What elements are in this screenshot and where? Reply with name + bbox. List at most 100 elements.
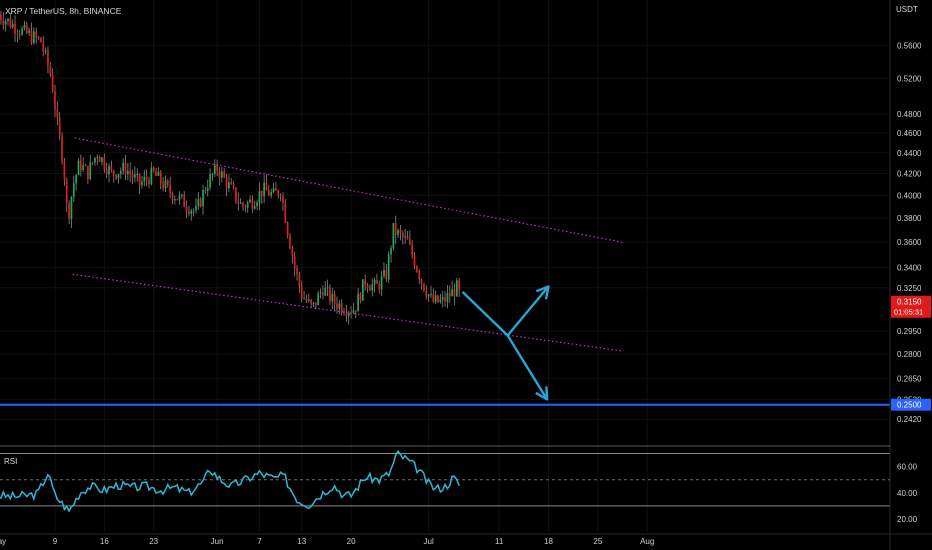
candle-74 [171, 191, 174, 205]
candle-body [258, 190, 261, 203]
candle-body [319, 292, 322, 294]
candle-body [244, 206, 247, 208]
candle-body [345, 313, 348, 317]
candle-180 [420, 278, 423, 290]
candle-body [108, 166, 110, 175]
candle-body [91, 162, 94, 164]
candle-body [242, 202, 244, 207]
candle-body [293, 256, 296, 269]
candle-body [446, 293, 449, 302]
candle-body [352, 310, 355, 313]
candle-149 [347, 310, 350, 325]
candle-32 [72, 175, 75, 203]
x-tick-label-4: Jun [211, 537, 224, 546]
candle-10 [21, 25, 23, 37]
candle-body [284, 202, 287, 223]
candle-90 [209, 168, 211, 191]
candle-143 [333, 290, 336, 311]
candle-181 [423, 282, 425, 293]
candle-body [376, 280, 378, 284]
candle-body [7, 18, 9, 21]
candle-101 [235, 186, 237, 205]
candle-179 [418, 269, 421, 284]
candle-146 [340, 299, 343, 316]
candle-body [458, 280, 461, 292]
candle-11 [23, 20, 26, 31]
candle-body [23, 24, 26, 29]
candle-42 [96, 154, 99, 165]
candle-47 [108, 163, 110, 183]
candle-170 [397, 228, 399, 239]
candle-156 [364, 274, 367, 291]
x-tick-label-5: 7 [257, 537, 262, 546]
candles [0, 10, 461, 325]
candle-body [190, 210, 193, 214]
candle-body [119, 170, 122, 174]
candle-body [232, 184, 235, 188]
candle-body [56, 109, 59, 118]
candle-body [383, 270, 385, 277]
projection-arrowhead-0 [535, 285, 550, 300]
y-tick-label-11: 0.2950 [897, 327, 922, 336]
candle-body [256, 202, 258, 207]
candle-body [246, 202, 249, 208]
candle-body [126, 170, 129, 175]
candle-body [37, 37, 40, 39]
candle-body [329, 286, 331, 302]
candle-81 [188, 205, 190, 217]
candle-body [420, 279, 423, 284]
candle-61 [141, 175, 143, 189]
candle-body [79, 160, 82, 171]
candle-115 [267, 185, 270, 197]
candle-35 [79, 154, 82, 177]
candle-body [432, 294, 435, 302]
candle-body [336, 303, 338, 309]
candle-8 [16, 29, 19, 43]
candle-body [89, 162, 92, 180]
candle-102 [237, 192, 240, 211]
candle-body [4, 20, 7, 25]
candle-144 [336, 296, 338, 314]
x-tick-label-2: 16 [100, 537, 109, 546]
candle-176 [411, 240, 414, 259]
candle-body [77, 160, 80, 176]
candle-body [32, 31, 35, 43]
candle-19 [42, 36, 45, 57]
candle-body [70, 196, 73, 219]
candle-body [98, 157, 101, 162]
candle-body [65, 179, 68, 204]
candle-body [183, 194, 186, 208]
candle-body [138, 173, 141, 186]
candle-body [406, 236, 409, 240]
candle-body [253, 206, 256, 209]
y-tick-label-1: 0.5200 [897, 74, 922, 83]
candle-body [228, 182, 230, 189]
candle-127 [296, 265, 298, 281]
candle-body [307, 299, 310, 301]
x-tick-label-0: May [0, 537, 6, 546]
candle-body [235, 187, 237, 202]
candle-body [213, 164, 216, 174]
candle-body [11, 23, 14, 28]
candle-body [423, 283, 425, 291]
candle-112 [260, 190, 263, 204]
candle-85 [197, 191, 200, 211]
candle-body [185, 207, 188, 211]
candle-18 [40, 36, 42, 43]
candle-body [340, 303, 343, 313]
y-tick-label-4: 0.4400 [897, 149, 922, 158]
candle-193 [451, 280, 453, 297]
rsi-tick-label-0: 60.00 [897, 463, 918, 472]
candle-body [239, 202, 242, 204]
candle-body [437, 295, 439, 302]
candle-body [404, 236, 406, 238]
candle-60 [138, 173, 141, 194]
candle-56 [129, 162, 132, 183]
candle-body [298, 273, 301, 287]
candle-36 [82, 157, 85, 173]
candle-182 [425, 285, 428, 300]
candle-93 [216, 159, 218, 176]
candle-64 [148, 176, 150, 189]
candle-body [166, 180, 169, 185]
